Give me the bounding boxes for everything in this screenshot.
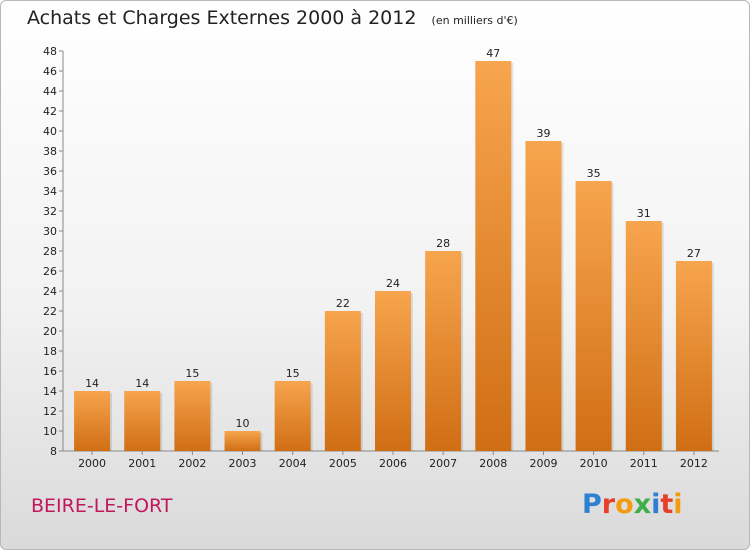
bar-value-label: 15 [286,367,300,380]
bar [74,391,111,451]
bar [525,141,562,451]
bar-value-label: 28 [436,237,450,250]
x-tick-label: 2007 [429,457,457,470]
y-tick-label: 42 [43,105,57,118]
bar [274,381,311,451]
bar-value-label: 15 [185,367,199,380]
bar [675,261,712,451]
chart-title-text: Achats et Charges Externes 2000 à 2012 [27,7,417,29]
chart-title: Achats et Charges Externes 2000 à 2012 (… [27,7,518,29]
y-tick-label: 18 [43,345,57,358]
location-name: BEIRE-LE-FORT [31,495,173,517]
x-tick-label: 2005 [329,457,357,470]
y-tick-label: 44 [43,85,57,98]
x-tick-label: 2006 [379,457,407,470]
bar-value-label: 47 [486,47,500,60]
y-tick-label: 30 [43,225,57,238]
x-tick-label: 2010 [580,457,608,470]
y-tick-label: 20 [43,325,57,338]
y-tick-label: 32 [43,205,57,218]
x-tick-label: 2001 [128,457,156,470]
bar-value-label: 27 [687,247,701,260]
y-tick-label: 46 [43,65,57,78]
y-tick-label: 36 [43,165,57,178]
y-tick-label: 14 [43,385,57,398]
x-tick-label: 2002 [178,457,206,470]
x-tick-label: 2011 [630,457,658,470]
bar [475,61,512,451]
chart-bars [74,61,714,451]
y-tick-label: 10 [43,425,57,438]
chart-data-labels: 14 14 15 10 15 22 24 28 47 39 35 31 27 [85,47,701,430]
x-tick-label: 2004 [279,457,307,470]
bar-value-label: 39 [536,127,550,140]
brand-logo: Proxiti [582,489,683,520]
bar [174,381,211,451]
y-tick-label: 8 [50,445,57,458]
y-tick-label: 28 [43,245,57,258]
bar [575,181,612,451]
bar-value-label: 31 [637,207,651,220]
bar [324,311,361,451]
bar [375,291,411,451]
y-tick-label: 38 [43,145,57,158]
y-tick-label: 26 [43,265,57,278]
y-tick-label: 24 [43,285,57,298]
bar [625,221,662,451]
y-tick-label: 12 [43,405,57,418]
x-tick-label: 2000 [78,457,106,470]
bar [124,391,161,451]
bar [224,431,261,451]
y-tick-label: 16 [43,365,57,378]
y-tick-label: 34 [43,185,57,198]
bar-value-label: 14 [135,377,149,390]
bar-value-label: 24 [386,277,400,290]
y-tick-label: 48 [43,45,57,58]
bar-value-label: 10 [236,417,250,430]
chart-unit: (en milliers d'€) [431,14,518,27]
bar-value-label: 22 [336,297,350,310]
x-tick-label: 2008 [479,457,507,470]
x-tick-label: 2009 [529,457,557,470]
x-tick-label: 2003 [229,457,257,470]
y-tick-label: 40 [43,125,57,138]
bar [425,251,462,451]
bar-value-label: 35 [587,167,601,180]
x-tick-label: 2012 [680,457,708,470]
y-tick-label: 22 [43,305,57,318]
bar-value-label: 14 [85,377,99,390]
